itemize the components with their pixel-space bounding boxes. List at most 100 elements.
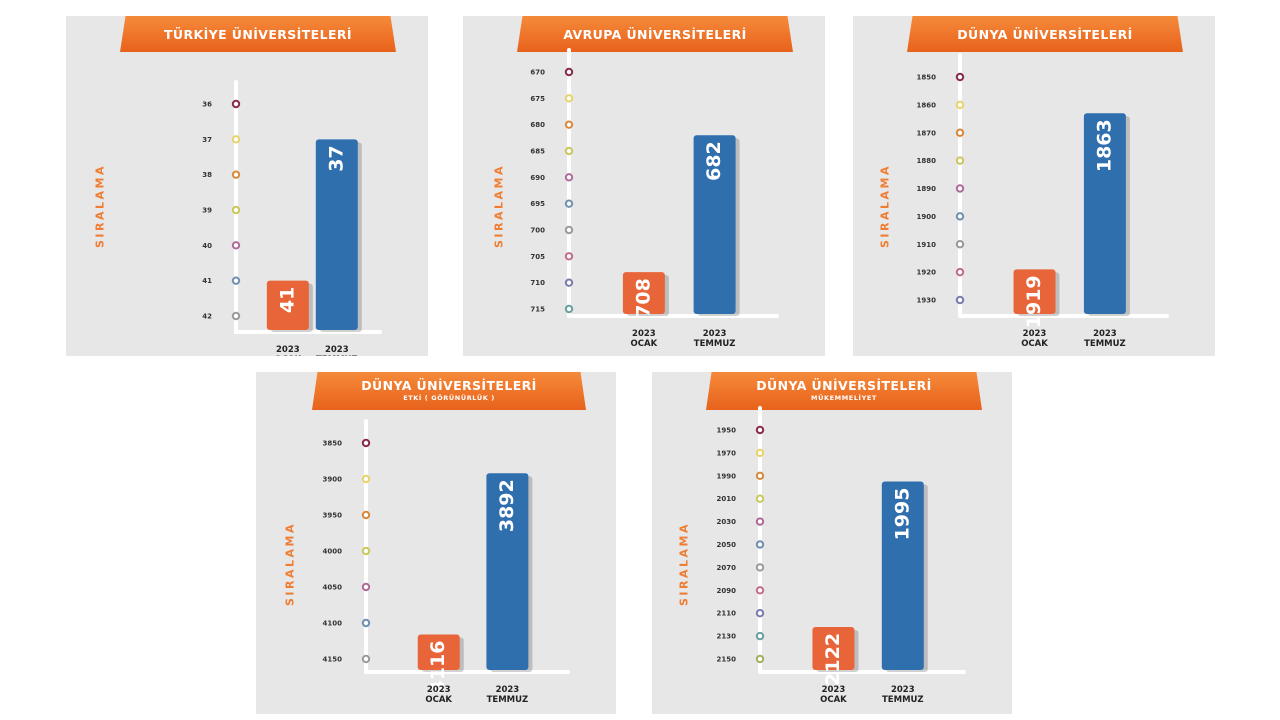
y-tick-label: 37 — [202, 136, 212, 144]
chart-title-banner: DÜNYA ÜNİVERSİTELERİ — [907, 16, 1183, 52]
y-tick-label: 2150 — [717, 656, 737, 664]
y-tick-label: 1890 — [917, 185, 937, 193]
y-tick-label: 1930 — [917, 297, 937, 305]
chart-title: DÜNYA ÜNİVERSİTELERİ — [957, 27, 1133, 42]
y-tick-dot — [361, 438, 371, 448]
x-tick-label-month: OCAK — [425, 695, 452, 705]
chart-panel-avrupa: AVRUPA ÜNİVERSİTELERİ SIRALAMA 670 675 680… — [463, 16, 825, 356]
y-tick-dot — [231, 241, 241, 250]
y-tick-dot — [564, 278, 574, 287]
y-tick-dot — [231, 205, 241, 215]
x-tick-label-month: OCAK — [820, 695, 847, 705]
bar — [266, 280, 309, 330]
y-tick-label: 715 — [530, 306, 545, 314]
y-tick-dot — [564, 67, 574, 77]
y-tick-dot — [955, 128, 965, 137]
chart-title: DÜNYA ÜNİVERSİTELERİ — [361, 378, 537, 393]
y-tick-label: 1900 — [917, 213, 937, 221]
y-tick-dot — [361, 510, 371, 520]
y-tick-dot — [564, 304, 574, 314]
y-tick-dot — [755, 425, 765, 435]
chart-title-banner: AVRUPA ÜNİVERSİTELERİ — [517, 16, 793, 52]
x-tick-label-month: TEMMUZ — [316, 355, 358, 356]
y-tick-dot — [361, 654, 371, 664]
bar-value-label: 1863 — [1093, 119, 1115, 172]
y-tick-label: 1970 — [717, 449, 737, 457]
y-tick-dot — [564, 120, 574, 129]
y-tick-dot — [564, 252, 574, 261]
bar — [315, 139, 358, 330]
y-tick-dot — [231, 99, 241, 109]
y-tick-label: 3900 — [323, 476, 343, 484]
x-tick-label-month: TEMMUZ — [694, 339, 736, 349]
y-tick-dot — [955, 184, 965, 193]
chart-title: AVRUPA ÜNİVERSİTELERİ — [563, 27, 747, 42]
bar — [622, 272, 665, 314]
chart-title-banner: DÜNYA ÜNİVERSİTELERİ MÜKEMMELİYET — [706, 372, 982, 410]
y-tick-label: 4100 — [323, 620, 343, 628]
y-tick-dot — [755, 586, 765, 595]
y-tick-dot — [564, 225, 574, 235]
y-tick-label: 2110 — [717, 610, 737, 618]
y-tick-label: 4000 — [323, 548, 343, 556]
bar — [881, 481, 924, 670]
y-tick-label: 38 — [202, 171, 212, 179]
bar — [486, 473, 529, 670]
x-tick-label-year: 2023 — [325, 345, 349, 355]
y-tick-dot — [755, 448, 765, 458]
x-tick-label-year: 2023 — [703, 329, 727, 339]
y-tick-dot — [231, 170, 241, 179]
y-tick-label: 1990 — [717, 472, 737, 480]
y-tick-dot — [755, 540, 765, 549]
y-tick-label: 1880 — [917, 157, 937, 165]
y-tick-label: 1910 — [917, 241, 937, 249]
x-tick-label-month: TEMMUZ — [487, 695, 529, 705]
x-tick-label-month: TEMMUZ — [882, 695, 924, 705]
x-tick-label-year: 2023 — [276, 345, 300, 355]
chart-title-banner: DÜNYA ÜNİVERSİTELERİ ETKİ ( GÖRÜNÜRLÜK ) — [312, 372, 586, 410]
y-tick-label: 705 — [530, 253, 545, 261]
chart-panel-turkiye: TÜRKİYE ÜNİVERSİTELERİ SIRALAMA 36 37 38 39… — [66, 16, 428, 356]
y-tick-label: 2050 — [717, 541, 737, 549]
y-tick-dot — [955, 100, 965, 110]
y-tick-dot — [231, 311, 241, 321]
y-tick-dot — [564, 146, 574, 156]
y-tick-label: 2030 — [717, 518, 737, 526]
x-tick-label-month: OCAK — [631, 339, 658, 349]
chart-plot: 1850 1860 1870 1880 1890 1900 1910 1920 1930 1919… — [917, 53, 1169, 349]
x-tick-label-month: OCAK — [275, 355, 302, 356]
y-tick-dot — [755, 471, 765, 481]
bar-value-label: 41 — [276, 287, 298, 313]
y-tick-dot — [361, 618, 371, 628]
bar — [812, 626, 855, 670]
chart-plot: 1950 1970 1990 2010 2030 2050 2070 2090 2110 2130… — [717, 406, 966, 705]
y-tick-label: 3850 — [323, 440, 343, 448]
y-tick-label: 1950 — [717, 427, 737, 435]
y-tick-dot — [755, 494, 765, 503]
y-tick-label: 1870 — [917, 129, 937, 137]
y-tick-dot — [955, 156, 965, 165]
y-tick-dot — [564, 173, 574, 182]
y-tick-label: 42 — [202, 313, 212, 321]
y-tick-label: 39 — [202, 207, 212, 215]
bar-value-label: 682 — [703, 141, 725, 181]
y-tick-dot — [755, 517, 765, 526]
y-tick-dot — [755, 631, 765, 641]
y-tick-label: 2130 — [717, 633, 737, 641]
x-tick-label-month: TEMMUZ — [1084, 339, 1126, 349]
y-tick-label: 1920 — [917, 269, 937, 277]
x-tick-label-year: 2023 — [1023, 329, 1047, 339]
y-tick-label: 4150 — [323, 656, 343, 664]
y-tick-dot — [955, 295, 965, 305]
y-tick-label: 690 — [530, 174, 545, 182]
bar — [417, 634, 460, 670]
y-tick-dot — [755, 563, 765, 572]
bar-value-label: 1919 — [1023, 275, 1045, 328]
chart-subtitle: MÜKEMMELİYET — [811, 394, 877, 402]
chart-panel-mukemmeliyet: DÜNYA ÜNİVERSİTELERİ MÜKEMMELİYET SIRALA… — [652, 372, 1012, 714]
y-tick-label: 41 — [202, 277, 212, 285]
chart-title-banner: TÜRKİYE ÜNİVERSİTELERİ — [120, 16, 396, 52]
y-tick-label: 36 — [202, 101, 212, 109]
y-tick-dot — [955, 212, 965, 221]
